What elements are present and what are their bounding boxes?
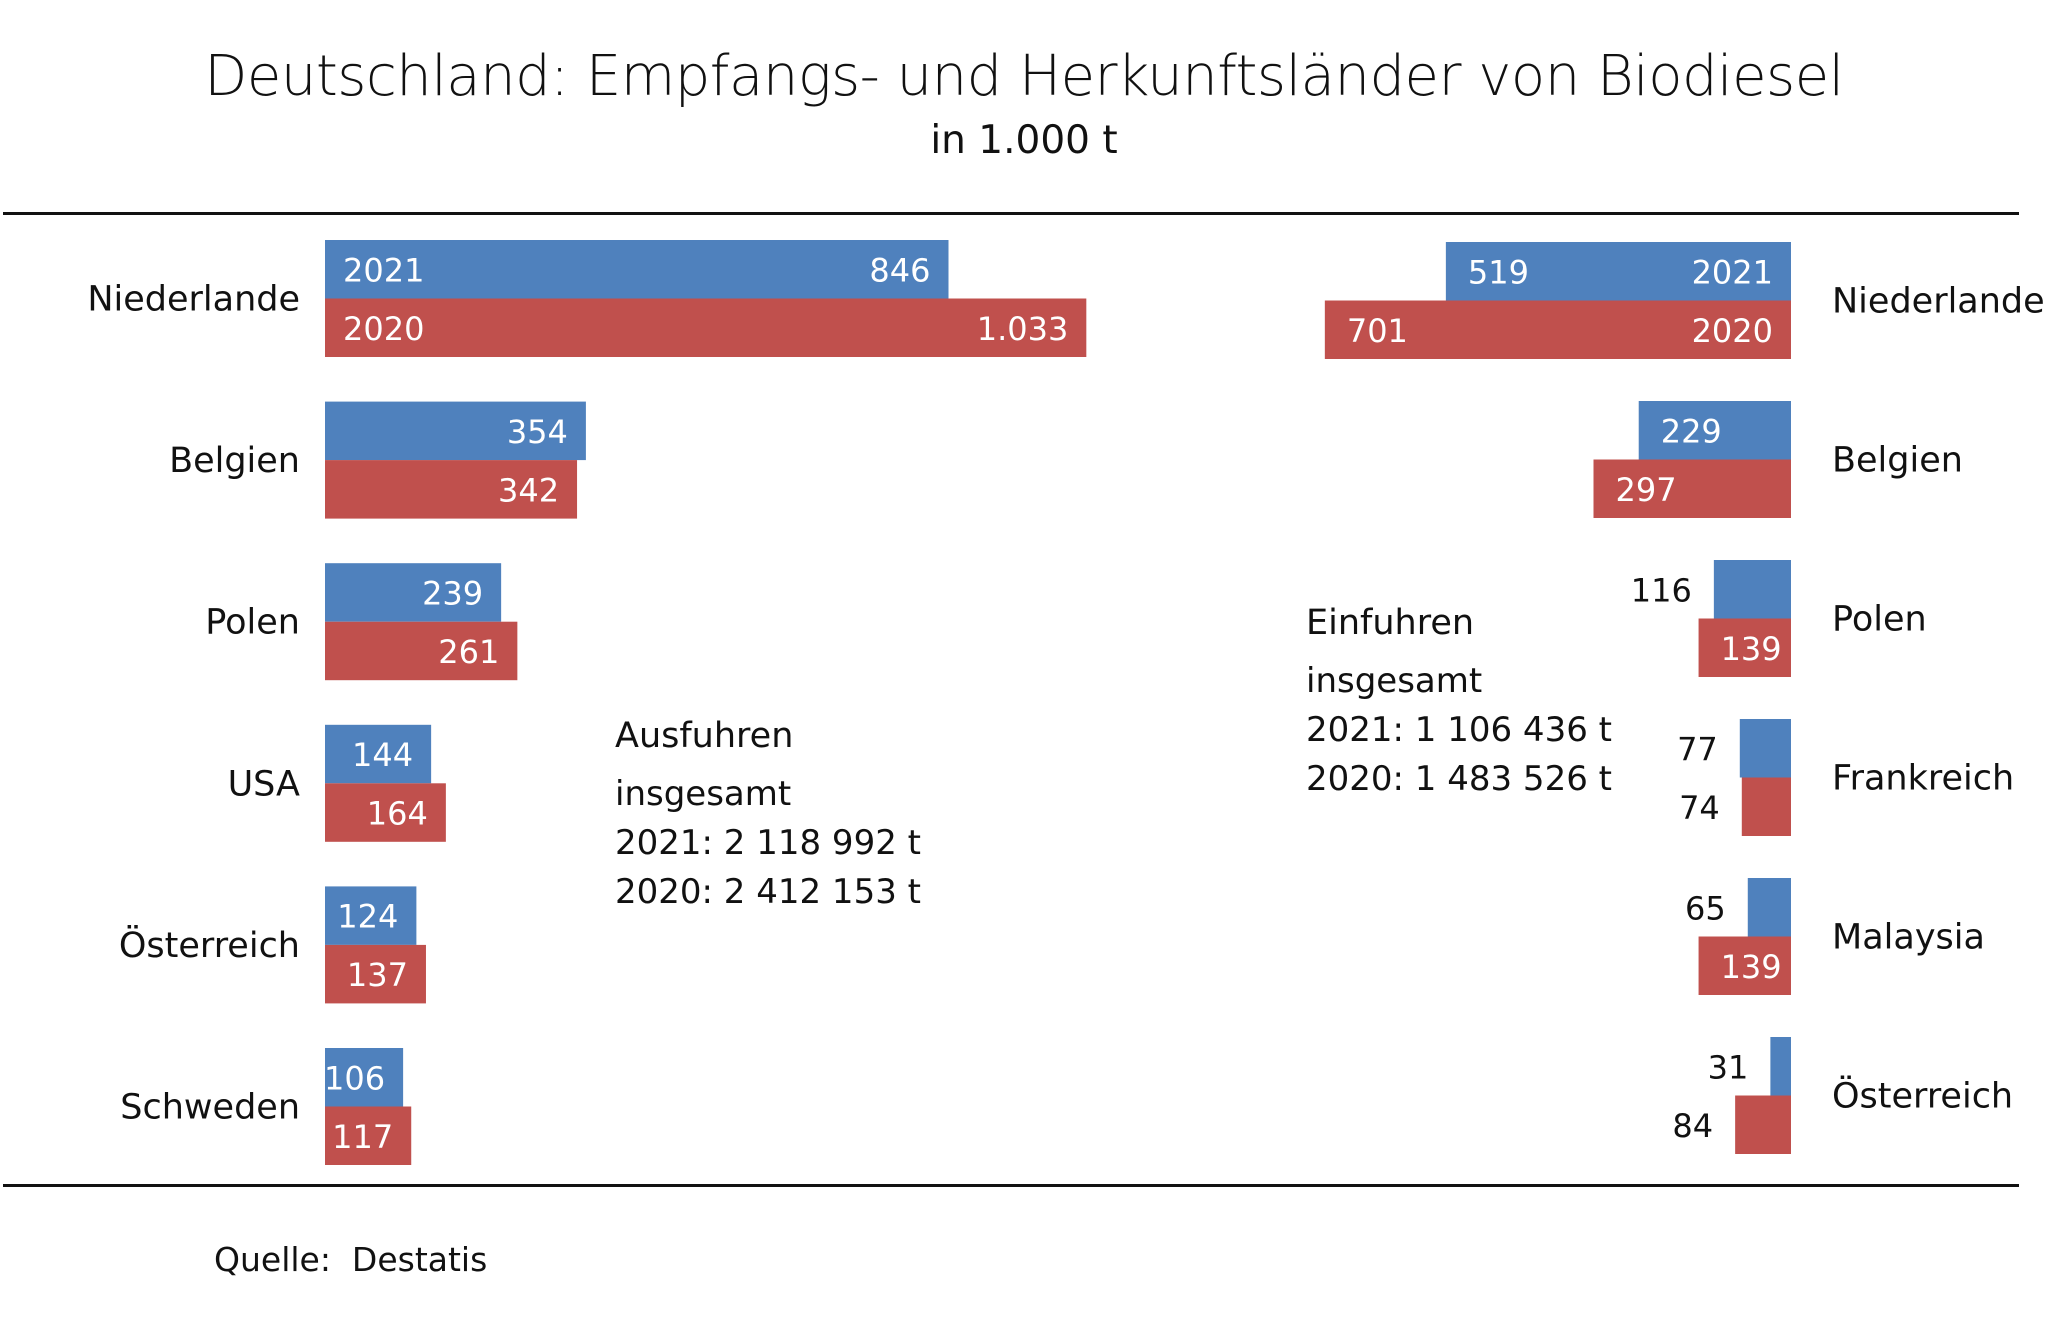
bar-imports-2020 bbox=[1735, 1095, 1791, 1154]
category-label-exports: Schweden bbox=[120, 1088, 300, 1128]
value-label-exports-2021: 106 bbox=[324, 1059, 385, 1097]
bar-exports-2020 bbox=[325, 621, 518, 681]
bar-imports-2020 bbox=[1324, 300, 1791, 359]
series-label-2021: 2021 bbox=[343, 251, 424, 289]
value-label-imports-2020: 74 bbox=[1679, 789, 1720, 827]
top-divider bbox=[3, 212, 2019, 215]
bar-exports-2020 bbox=[325, 460, 578, 519]
value-label-exports-2021: 846 bbox=[869, 251, 930, 289]
imports-summary: Einfuhren insgesamt 2021: 1 106 436 t 20… bbox=[1306, 599, 1612, 804]
bar-imports-2020 bbox=[1741, 777, 1791, 836]
category-label-imports: Frankreich bbox=[1832, 759, 2014, 799]
bar-imports-2020 bbox=[1698, 936, 1791, 995]
bar-imports-2020 bbox=[1593, 459, 1791, 518]
value-label-imports-2020: 297 bbox=[1615, 471, 1676, 509]
exports-summary: Ausfuhren insgesamt 2021: 2 118 992 t 20… bbox=[615, 712, 921, 917]
bar-imports-2021 bbox=[1713, 560, 1791, 619]
value-label-imports-2021: 31 bbox=[1708, 1048, 1749, 1086]
value-label-imports-2021: 77 bbox=[1677, 730, 1718, 768]
source-note: Quelle: Destatis bbox=[214, 1240, 488, 1279]
bar-imports-2021 bbox=[1739, 719, 1791, 778]
value-label-exports-2020: 137 bbox=[347, 956, 408, 994]
category-label-exports: Polen bbox=[205, 603, 300, 643]
bar-exports-2021 bbox=[325, 240, 949, 299]
category-label-imports: Polen bbox=[1832, 600, 1927, 640]
exports-total-label: insgesamt bbox=[615, 774, 792, 814]
exports-heading: Ausfuhren bbox=[615, 716, 794, 756]
exports-total-2021: 2021: 2 118 992 t bbox=[615, 823, 921, 863]
category-label-imports: Malaysia bbox=[1832, 918, 1985, 958]
category-label-exports: USA bbox=[228, 764, 300, 804]
exports-total-2020: 2020: 2 412 153 t bbox=[615, 872, 921, 912]
value-label-exports-2020: 342 bbox=[498, 471, 559, 509]
value-label-imports-2021: 519 bbox=[1468, 253, 1529, 291]
bottom-divider bbox=[3, 1184, 2019, 1187]
category-label-exports: Niederlande bbox=[87, 280, 300, 320]
value-label-imports-2020: 139 bbox=[1721, 948, 1782, 986]
bar-imports-2020 bbox=[1698, 618, 1791, 677]
bar-exports-2021 bbox=[325, 401, 586, 461]
series-label-2020: 2020 bbox=[343, 310, 424, 348]
value-label-imports-2020: 139 bbox=[1721, 630, 1782, 668]
bar-exports-2021 bbox=[325, 563, 502, 622]
bar-imports-2021 bbox=[1445, 242, 1791, 301]
category-label-imports: Belgien bbox=[1832, 441, 1963, 481]
series-label-2020: 2020 bbox=[1692, 312, 1773, 350]
value-label-exports-2020: 261 bbox=[438, 633, 499, 671]
value-label-exports-2021: 354 bbox=[507, 413, 568, 451]
imports-total-2021: 2021: 1 106 436 t bbox=[1306, 710, 1612, 750]
bar-imports-2021 bbox=[1747, 878, 1791, 937]
category-label-exports: Belgien bbox=[169, 441, 300, 481]
imports-total-2020: 2020: 1 483 526 t bbox=[1306, 759, 1612, 799]
value-label-imports-2021: 65 bbox=[1685, 889, 1726, 927]
category-label-imports: Österreich bbox=[1832, 1075, 2013, 1117]
bar-exports-2020 bbox=[325, 298, 1087, 357]
chart-subtitle: in 1.000 t bbox=[930, 118, 1118, 163]
series-label-2021: 2021 bbox=[1692, 253, 1773, 291]
imports-heading: Einfuhren bbox=[1306, 603, 1475, 643]
value-label-imports-2020: 701 bbox=[1347, 312, 1408, 350]
value-label-exports-2020: 164 bbox=[367, 795, 428, 833]
value-label-imports-2021: 116 bbox=[1631, 571, 1692, 609]
category-label-imports: Niederlande bbox=[1832, 282, 2045, 322]
value-label-exports-2020: 1.033 bbox=[977, 310, 1069, 348]
bar-exports-2020 bbox=[325, 944, 426, 1004]
category-label-exports: Österreich bbox=[119, 924, 300, 966]
bar-exports-2020 bbox=[325, 783, 446, 842]
value-label-imports-2020: 84 bbox=[1672, 1107, 1713, 1145]
bar-imports-2021 bbox=[1638, 401, 1791, 460]
value-label-exports-2020: 117 bbox=[332, 1118, 393, 1156]
value-label-exports-2021: 144 bbox=[352, 736, 413, 774]
bar-imports-2021 bbox=[1770, 1037, 1791, 1096]
value-label-exports-2021: 239 bbox=[422, 574, 483, 612]
chart-title: Deutschland: Empfangs- und Herkunftsländ… bbox=[204, 44, 1844, 109]
bar-exports-2021 bbox=[325, 1048, 404, 1107]
value-label-imports-2021: 229 bbox=[1661, 412, 1722, 450]
bar-exports-2021 bbox=[325, 724, 432, 784]
value-label-exports-2021: 124 bbox=[337, 898, 398, 936]
bar-exports-2020 bbox=[325, 1106, 412, 1165]
bar-exports-2021 bbox=[325, 886, 417, 945]
imports-total-label: insgesamt bbox=[1306, 661, 1483, 701]
